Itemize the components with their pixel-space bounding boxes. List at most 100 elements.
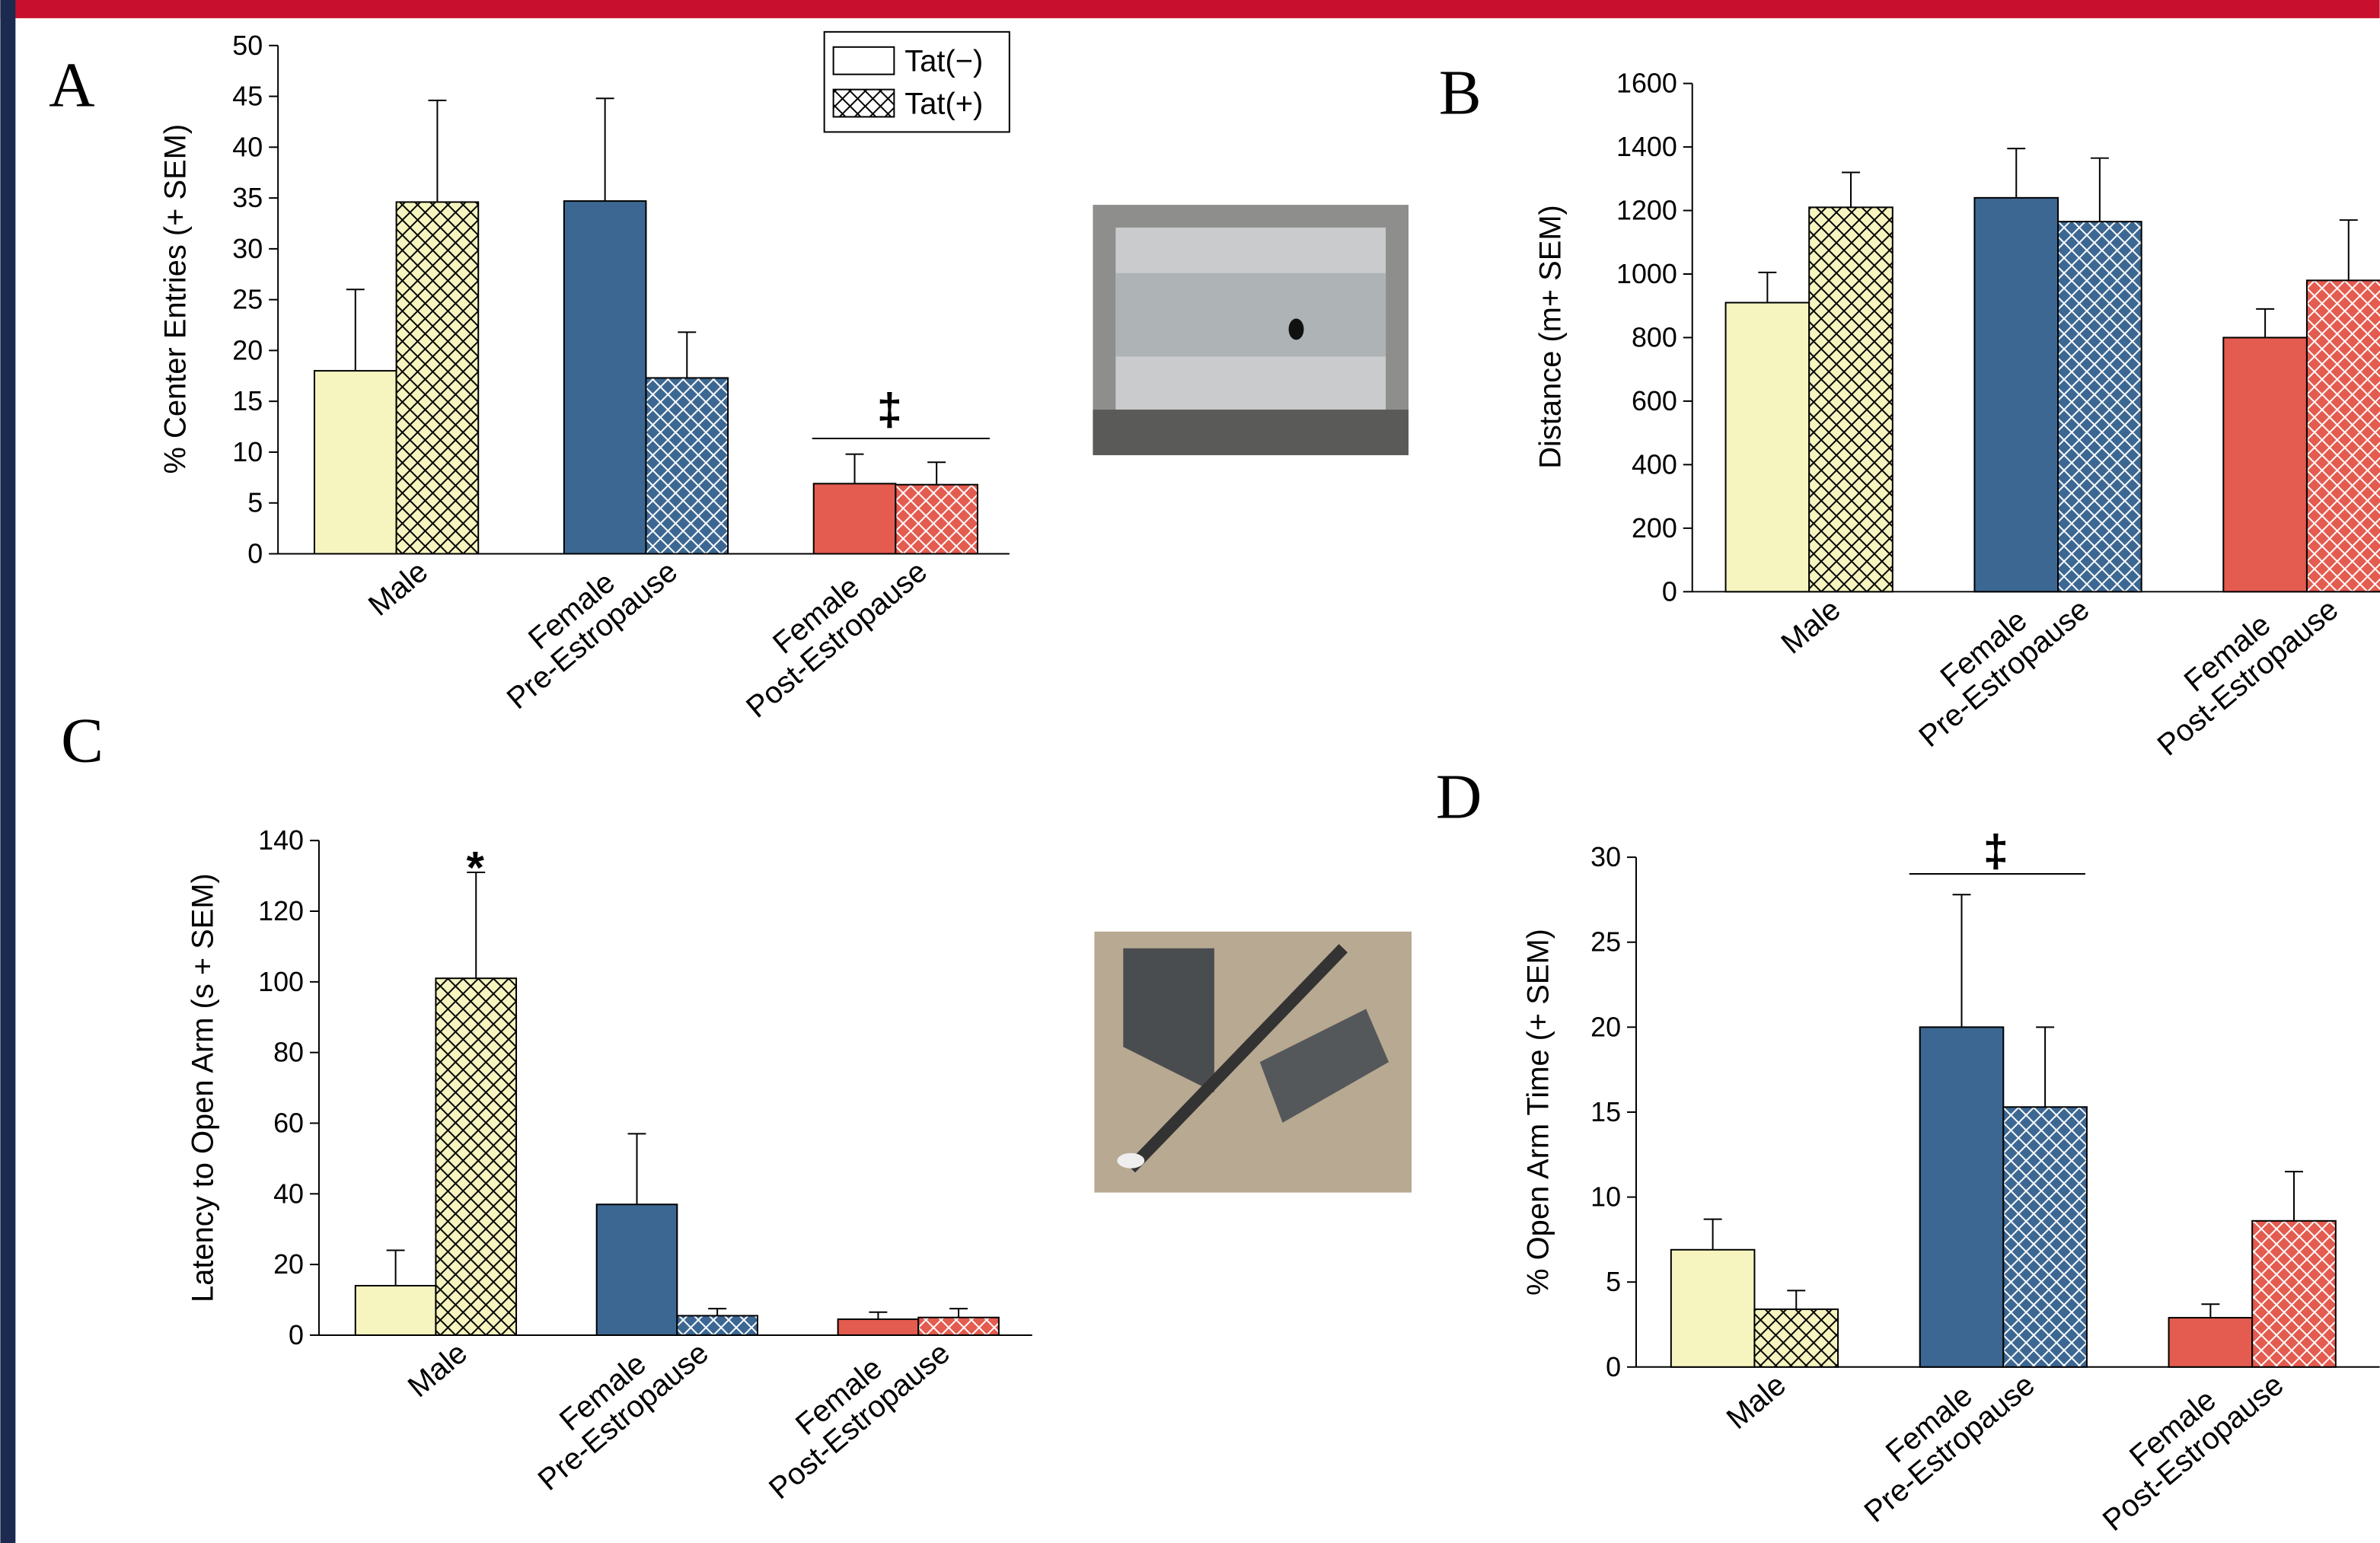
error-bar (2285, 1172, 2303, 1221)
bar (2003, 1107, 2087, 1367)
panel-label: B (1439, 57, 1482, 128)
top-band (0, 0, 2379, 18)
bar (2252, 1221, 2336, 1367)
y-axis-label: % Center Entries (+ SEM) (159, 124, 193, 474)
y-tick-label: 1400 (1616, 132, 1677, 162)
bar (356, 1286, 436, 1335)
y-tick-label: 0 (1606, 1352, 1621, 1382)
chart-panel: B Distance (m+ SEM) 0 200 400 600 800 1000 1200 1… (1439, 57, 2380, 762)
x-tick-label: Male (362, 555, 434, 623)
error-bar (869, 1312, 887, 1319)
y-tick-label: 25 (1590, 927, 1621, 958)
error-bar (678, 332, 696, 378)
y-tick-label: 0 (289, 1320, 304, 1350)
bar (814, 483, 896, 553)
x-tick-label: Male (1721, 1368, 1792, 1436)
bar (435, 978, 516, 1335)
y-tick-label: 80 (273, 1038, 304, 1068)
y-tick-label: 60 (273, 1108, 304, 1138)
bar (1671, 1250, 1755, 1367)
y-tick-label: 1000 (1616, 259, 1677, 289)
error-bar (1842, 172, 1860, 207)
y-tick-label: 600 (1632, 386, 1677, 416)
y-tick-label: 20 (1590, 1012, 1621, 1042)
y-tick-label: 35 (232, 183, 263, 213)
bar (1754, 1309, 1838, 1367)
bar (1809, 207, 1893, 591)
y-tick-label: 200 (1632, 513, 1677, 544)
bar (646, 378, 728, 553)
error-bar (428, 100, 446, 202)
bar (1974, 198, 2058, 591)
panel-label: D (1436, 761, 1482, 832)
chart-panel: A % Center Entries (+ SEM) 0 5 10 15 20 25 30 35 4… (49, 30, 1010, 725)
y-tick-label: 5 (247, 488, 263, 518)
y-tick-label: 800 (1632, 322, 1677, 352)
error-bar (1953, 894, 1971, 1027)
bar (895, 485, 978, 554)
error-bar (2340, 220, 2358, 280)
side-band (0, 0, 15, 1543)
y-tick-label: 20 (273, 1249, 304, 1280)
y-tick-label: 5 (1606, 1267, 1621, 1297)
chart-panel: D% Open Arm Time (+ SEM)051015202530Male… (1436, 761, 2380, 1538)
y-tick-label: 1200 (1616, 196, 1677, 226)
y-axis-label: Latency to Open Arm (s + SEM) (186, 873, 219, 1302)
y-tick-label: 20 (232, 335, 263, 365)
y-tick-label: 25 (232, 285, 263, 315)
y-tick-label: 0 (247, 538, 263, 569)
y-tick-label: 10 (1590, 1182, 1621, 1213)
error-bar (2256, 309, 2274, 338)
error-bar (708, 1309, 726, 1315)
bar (1920, 1027, 2004, 1366)
error-bar (596, 98, 614, 201)
bar (597, 1204, 678, 1335)
error-bar (628, 1133, 646, 1204)
y-tick-label: 400 (1632, 449, 1677, 480)
panel-label: A (49, 50, 94, 121)
y-tick-label: 50 (232, 30, 263, 61)
y-tick-label: 15 (1590, 1097, 1621, 1127)
y-tick-label: 120 (258, 896, 304, 926)
y-tick-label: 140 (258, 825, 304, 856)
bar (2169, 1318, 2253, 1367)
error-bar (2091, 158, 2109, 222)
y-tick-label: 0 (1662, 576, 1677, 607)
legend-swatch (834, 47, 895, 75)
error-bar (1704, 1219, 1722, 1250)
figure: A % Center Entries (+ SEM) 0 5 10 15 20 25 30 35 4… (0, 0, 2380, 1543)
error-bar (1758, 273, 1776, 303)
bar (838, 1319, 919, 1335)
y-tick-label: 45 (232, 81, 263, 112)
bar (2223, 337, 2307, 591)
error-bar (387, 1251, 405, 1286)
y-tick-label: 40 (232, 132, 263, 162)
error-bar (927, 462, 946, 484)
annotation: * (467, 842, 485, 893)
bar (2307, 280, 2380, 591)
annotation: ‡ (1983, 825, 2008, 876)
error-bar (2007, 148, 2025, 198)
y-tick-label: 40 (273, 1178, 304, 1209)
error-bar (1787, 1290, 1805, 1309)
bar (564, 201, 646, 553)
bar (1726, 303, 1810, 592)
error-bar (2036, 1027, 2054, 1107)
photo-open-field (1093, 205, 1409, 455)
x-tick-label: Male (402, 1336, 474, 1404)
bar (918, 1318, 999, 1335)
bar (314, 371, 397, 553)
y-axis-label: Distance (m+ SEM) (1533, 205, 1567, 469)
error-bar (2201, 1304, 2219, 1318)
legend-label: Tat(+) (904, 87, 983, 120)
y-axis-label: % Open Arm Time (+ SEM) (1521, 929, 1555, 1296)
annotation: ‡ (877, 384, 902, 435)
photo-plus-maze (1094, 932, 1412, 1193)
legend-label: Tat(−) (904, 45, 983, 78)
legend-swatch (834, 90, 895, 117)
y-tick-label: 30 (232, 234, 263, 264)
error-bar (949, 1309, 968, 1318)
y-tick-label: 10 (232, 437, 263, 467)
y-tick-label: 15 (232, 386, 263, 416)
